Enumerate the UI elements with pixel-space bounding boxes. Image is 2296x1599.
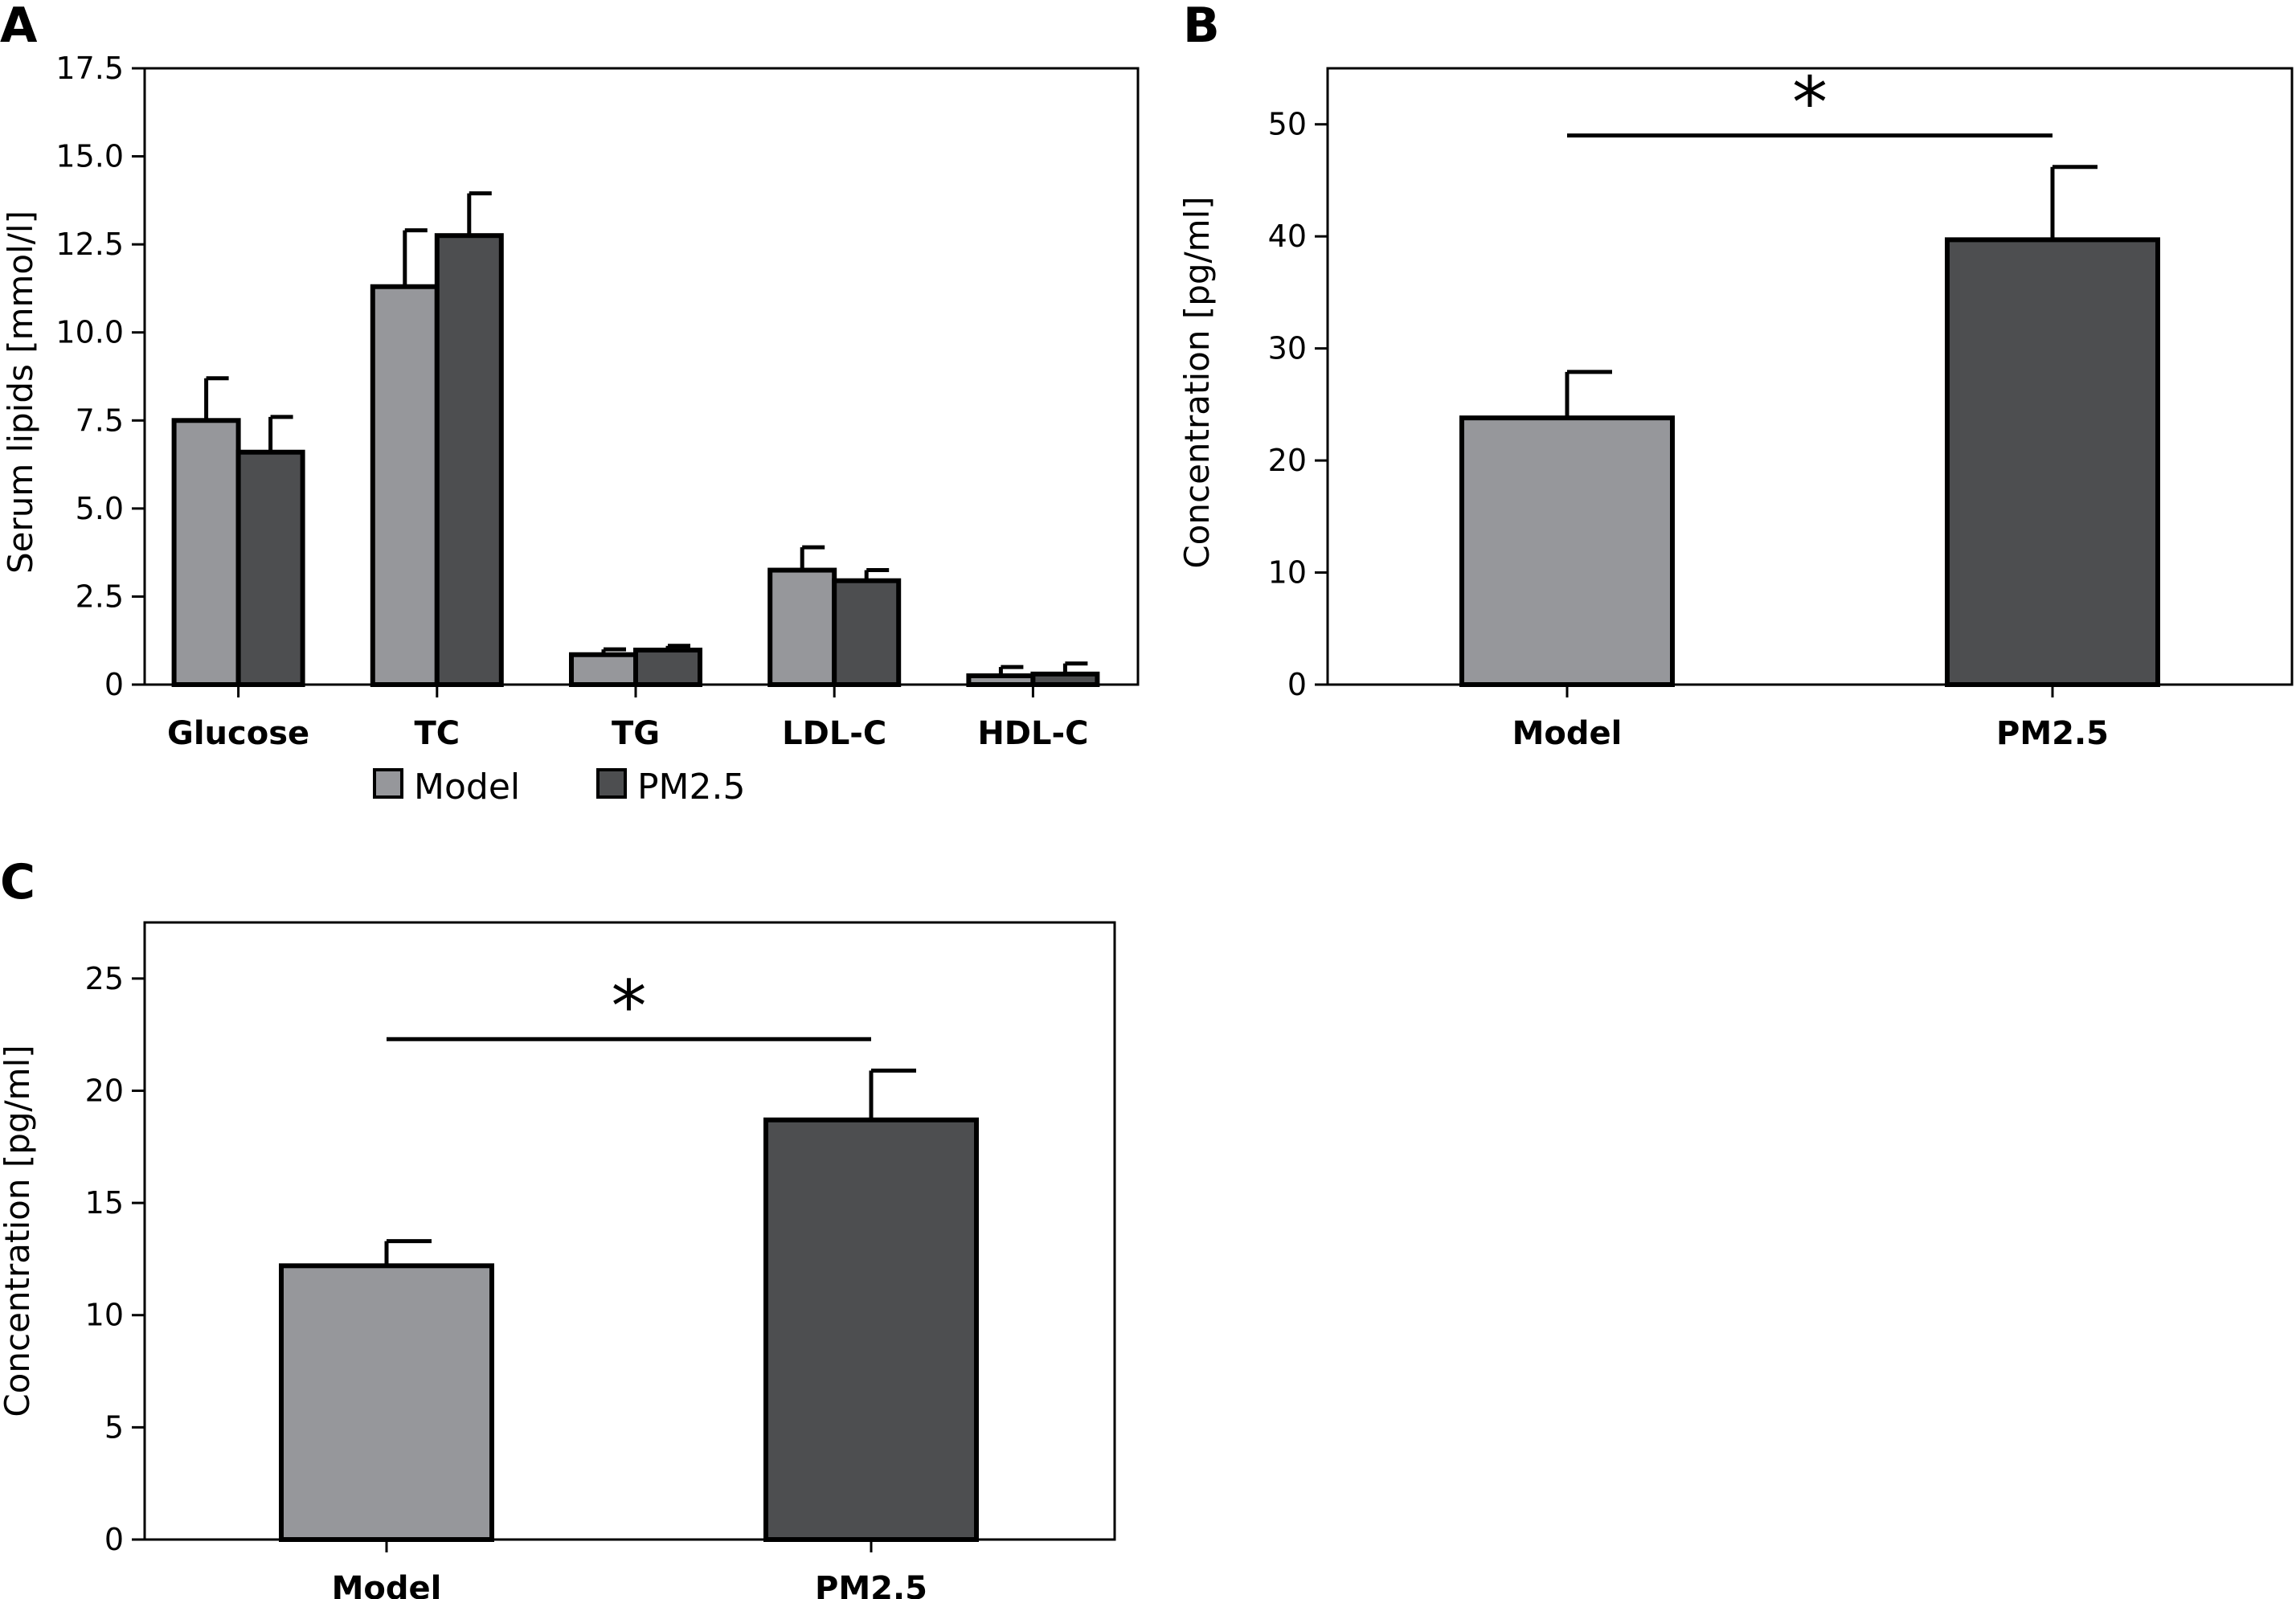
bar-pm25 [235,449,305,688]
panel-c-y-axis-title: Concentration [pg/ml] [0,1045,37,1417]
y-tick-label: 7.5 [76,403,124,438]
panel-b-category-labels: Model PM2.5 [1512,685,2109,752]
x-category-label: TG [612,715,660,752]
panel-b-bars [1459,165,2160,688]
y-tick-label: 10 [1268,555,1307,591]
panel-b-y-axis-title: Concentration [pg/ml] [1177,196,1217,568]
y-tick-label: 0 [104,1522,124,1557]
panel-c-letter: C [0,854,35,910]
panel-c-y-ticks: 0 5 10 15 20 25 [85,961,145,1557]
y-tick-label: 5 [104,1409,124,1445]
y-tick-label: 40 [1268,219,1307,254]
panel-a-category-labels: Glucose TC TG LDL-C HDL-C [167,685,1088,752]
legend-item-pm25: PM2.5 [596,767,745,808]
bar-pm25 [832,578,902,687]
y-tick-label: 12.5 [55,227,124,262]
panel-b-y-ticks: 0 10 20 30 40 50 [1268,107,1328,702]
panel-a-frame [143,67,1140,686]
bar-model [171,418,241,687]
panel-b: B Concentration [pg/ml] 0 10 20 30 40 50 Mode… [1177,0,2294,752]
panel-c-bars [279,1068,979,1542]
x-category-label: PM2.5 [1996,715,2109,752]
y-tick-label: 0 [104,667,124,702]
x-category-label: Model [1512,715,1623,752]
bar-pm25 [1945,237,2160,687]
panel-b-letter: B [1183,0,1220,54]
panel-a-y-axis-title: Serum lipids [mmol/l] [1,211,40,574]
bar-model [966,673,1036,687]
bar-model [370,284,440,687]
panel-c: C Concentration [pg/ml] 0 5 10 15 20 25 Model… [0,854,1116,1599]
y-tick-label: 15 [85,1185,124,1221]
panel-c-category-labels: Model PM2.5 [332,1540,927,1599]
panel-b-frame [1326,67,2294,686]
y-tick-label: 0 [1287,667,1307,702]
panel-c-frame [143,921,1116,1541]
x-category-label: TC [414,715,460,752]
legend-item-model: Model [373,767,520,808]
legend-label-model: Model [414,767,520,808]
y-tick-label: 15.0 [55,139,124,174]
x-category-label: LDL-C [782,715,886,752]
y-tick-label: 10 [85,1298,124,1333]
bar-pm25 [1030,671,1100,688]
panel-b-significance-star: * [1792,62,1827,145]
panel-a-legend: Model PM2.5 [373,767,745,808]
x-category-label: HDL-C [977,715,1088,752]
panel-a-letter: A [0,0,38,54]
bar-model [1459,415,1675,688]
bar-pm25 [434,233,504,687]
bar-model [569,652,638,688]
legend-swatch-model [373,768,403,799]
panel-a: A Serum lipids [mmol/l] 0 2.5 5.0 7.5 10.0 12… [0,0,1140,808]
y-tick-label: 25 [85,961,124,996]
bar-pm25 [633,648,702,687]
panel-c-significance-star: * [612,965,647,1048]
y-tick-label: 2.5 [76,579,124,614]
bar-model [767,567,837,687]
legend-swatch-pm25 [596,768,627,799]
y-tick-label: 10.0 [55,315,124,350]
x-category-label: Model [332,1570,442,1599]
bar-model [279,1263,494,1542]
y-tick-label: 30 [1268,331,1307,366]
panel-a-y-ticks: 0 2.5 5.0 7.5 10.0 12.5 15.0 17.5 [55,51,145,702]
y-tick-label: 20 [85,1073,124,1108]
panel-b-significance: * [1567,62,2052,145]
panel-a-bars [171,191,1100,688]
y-tick-label: 5.0 [76,491,124,526]
x-category-label: Glucose [167,715,309,752]
bar-pm25 [763,1117,979,1542]
panel-c-significance: * [387,965,871,1048]
y-tick-label: 50 [1268,107,1307,142]
legend-label-pm25: PM2.5 [637,767,745,808]
x-category-label: PM2.5 [815,1570,927,1599]
y-tick-label: 17.5 [55,51,124,86]
y-tick-label: 20 [1268,443,1307,478]
